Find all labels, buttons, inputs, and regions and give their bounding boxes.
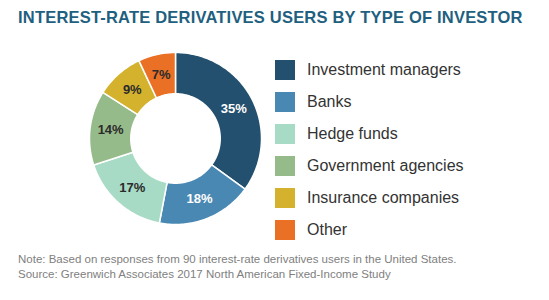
- svg-text:9%: 9%: [123, 82, 142, 97]
- svg-text:7%: 7%: [152, 67, 171, 82]
- html-text:Note: Based on responses from: Note: Based on responses from 90 interes…: [18, 253, 457, 265]
- html-text:Insurance companies: Insurance companies: [307, 189, 460, 206]
- html-text:Hedge funds: Hedge funds: [307, 125, 398, 142]
- html-text:Other: Other: [307, 221, 347, 238]
- html-text:Banks: Banks: [307, 93, 352, 110]
- html-text:INTEREST-RATE DERIVATIVES USER: INTEREST-RATE DERIVATIVES USERS BY TYPE …: [18, 8, 523, 26]
- svg-text:35%: 35%: [221, 101, 247, 116]
- html-text:Investment managers: Investment managers: [307, 61, 461, 78]
- svg-text:14%: 14%: [98, 122, 124, 137]
- svg-text:18%: 18%: [187, 191, 213, 206]
- html-text:Source: Greenwich Associates 2: Source: Greenwich Associates 2017 North …: [18, 268, 391, 280]
- html-text:Government agencies: Government agencies: [307, 157, 464, 174]
- svg-text:17%: 17%: [119, 180, 145, 195]
